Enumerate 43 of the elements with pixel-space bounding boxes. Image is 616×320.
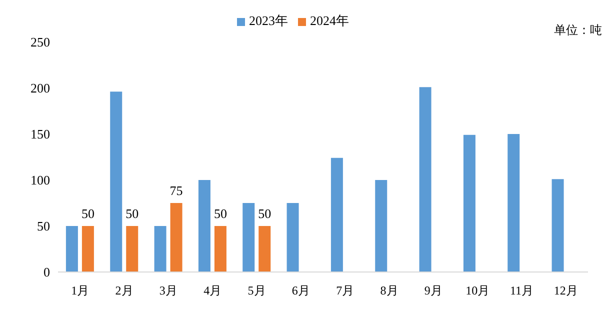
bar: [126, 226, 138, 272]
bar: [552, 179, 564, 272]
bar: [375, 180, 388, 272]
y-tick-label: 250: [30, 34, 50, 50]
x-tick-label: 10月: [466, 284, 490, 298]
data-label: 50: [126, 206, 139, 221]
bar: [214, 226, 226, 272]
data-label: 50: [81, 206, 94, 221]
bar: [170, 203, 182, 272]
bar: [330, 158, 343, 272]
bar: [198, 180, 210, 272]
y-tick-label: 150: [30, 126, 50, 142]
x-tick-label: 2月: [115, 284, 134, 298]
x-tick-label: 1月: [71, 284, 90, 298]
x-tick-label: 8月: [380, 284, 398, 298]
data-label: 50: [258, 206, 272, 221]
bar: [258, 226, 271, 272]
x-tick-label: 4月: [204, 284, 222, 298]
bar: [154, 226, 166, 272]
data-label: 75: [170, 183, 183, 198]
x-tick-label: 9月: [424, 284, 442, 298]
bar: [110, 92, 122, 272]
legend-label: 2024年: [310, 13, 349, 28]
y-tick-label: 50: [37, 218, 50, 234]
x-tick-label: 6月: [292, 284, 310, 298]
y-tick-label: 100: [30, 172, 50, 188]
x-tick-label: 11月: [510, 284, 534, 298]
y-tick-label: 200: [30, 80, 50, 96]
bar: [242, 203, 255, 272]
text: 单位：吨: [554, 22, 602, 39]
bar: [508, 134, 520, 272]
x-tick-label: 5月: [248, 284, 266, 298]
bar: [463, 134, 476, 272]
x-tick-label: 7月: [336, 284, 354, 298]
bar: [66, 226, 78, 272]
y-tick-label: 0: [44, 264, 50, 280]
x-tick-label: 12月: [554, 284, 578, 298]
bar: [82, 226, 94, 272]
x-tick-label: 3月: [159, 284, 178, 298]
bar: [419, 87, 432, 272]
legend-label: 2023年: [249, 13, 288, 28]
bar: [286, 203, 299, 272]
data-label: 50: [214, 206, 227, 221]
